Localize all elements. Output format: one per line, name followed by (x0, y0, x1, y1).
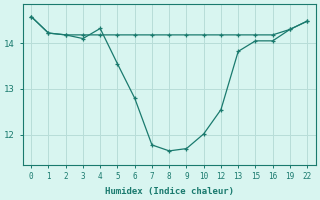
X-axis label: Humidex (Indice chaleur): Humidex (Indice chaleur) (105, 187, 234, 196)
